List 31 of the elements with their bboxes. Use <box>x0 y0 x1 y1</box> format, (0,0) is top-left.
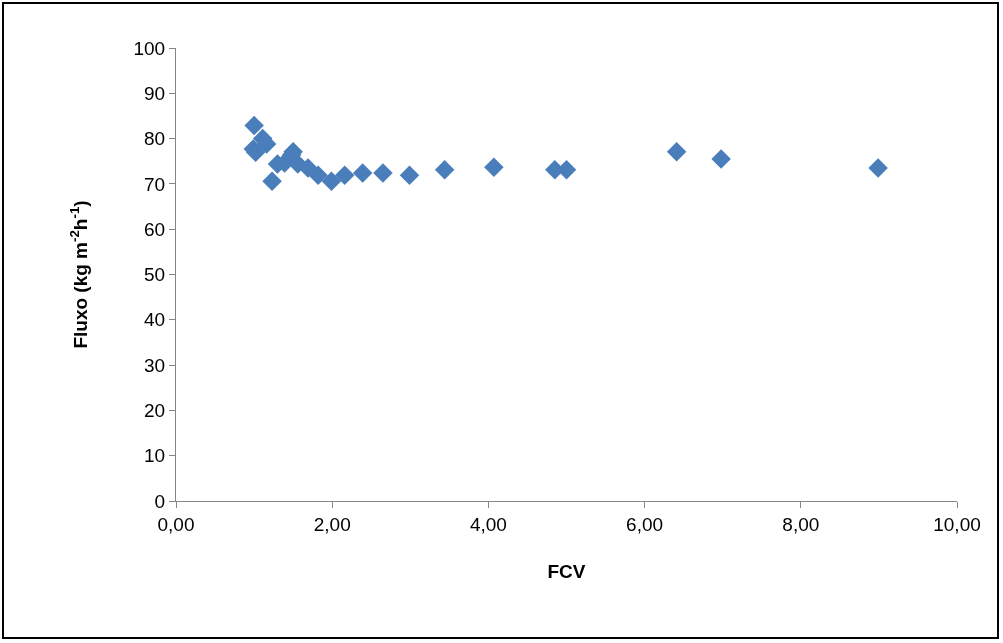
point <box>373 163 393 183</box>
point <box>484 157 504 177</box>
y-tick-label: 20 <box>144 400 166 422</box>
y-tick-label: 80 <box>144 128 166 150</box>
x-axis-title: FCV <box>547 560 586 582</box>
x-tick-label: 6,00 <box>626 513 664 535</box>
point <box>244 115 264 136</box>
point <box>399 165 420 186</box>
y-tick-label: 60 <box>144 218 166 240</box>
point <box>711 149 731 169</box>
y-tick-label: 70 <box>144 173 166 195</box>
x-tick-label: 4,00 <box>469 513 507 535</box>
y-tick-label: 100 <box>133 37 166 59</box>
point <box>262 171 282 191</box>
y-tick-label: 40 <box>144 309 166 331</box>
x-tick-label: 10,00 <box>933 513 981 535</box>
point <box>666 141 687 162</box>
point <box>334 165 355 186</box>
point <box>352 163 373 183</box>
y-tick-label: 0 <box>154 490 166 512</box>
point <box>434 160 455 180</box>
x-tick-label: 8,00 <box>782 513 820 535</box>
y-tick-label: 50 <box>144 264 166 286</box>
x-tick-label: 2,00 <box>313 513 351 535</box>
y-tick-label: 10 <box>144 445 166 467</box>
x-tick-label: 0,00 <box>157 513 195 535</box>
y-tick-label: 30 <box>144 354 166 376</box>
point <box>868 158 888 178</box>
y-tick-label: 90 <box>144 82 166 104</box>
point <box>321 171 342 191</box>
point <box>308 165 328 186</box>
